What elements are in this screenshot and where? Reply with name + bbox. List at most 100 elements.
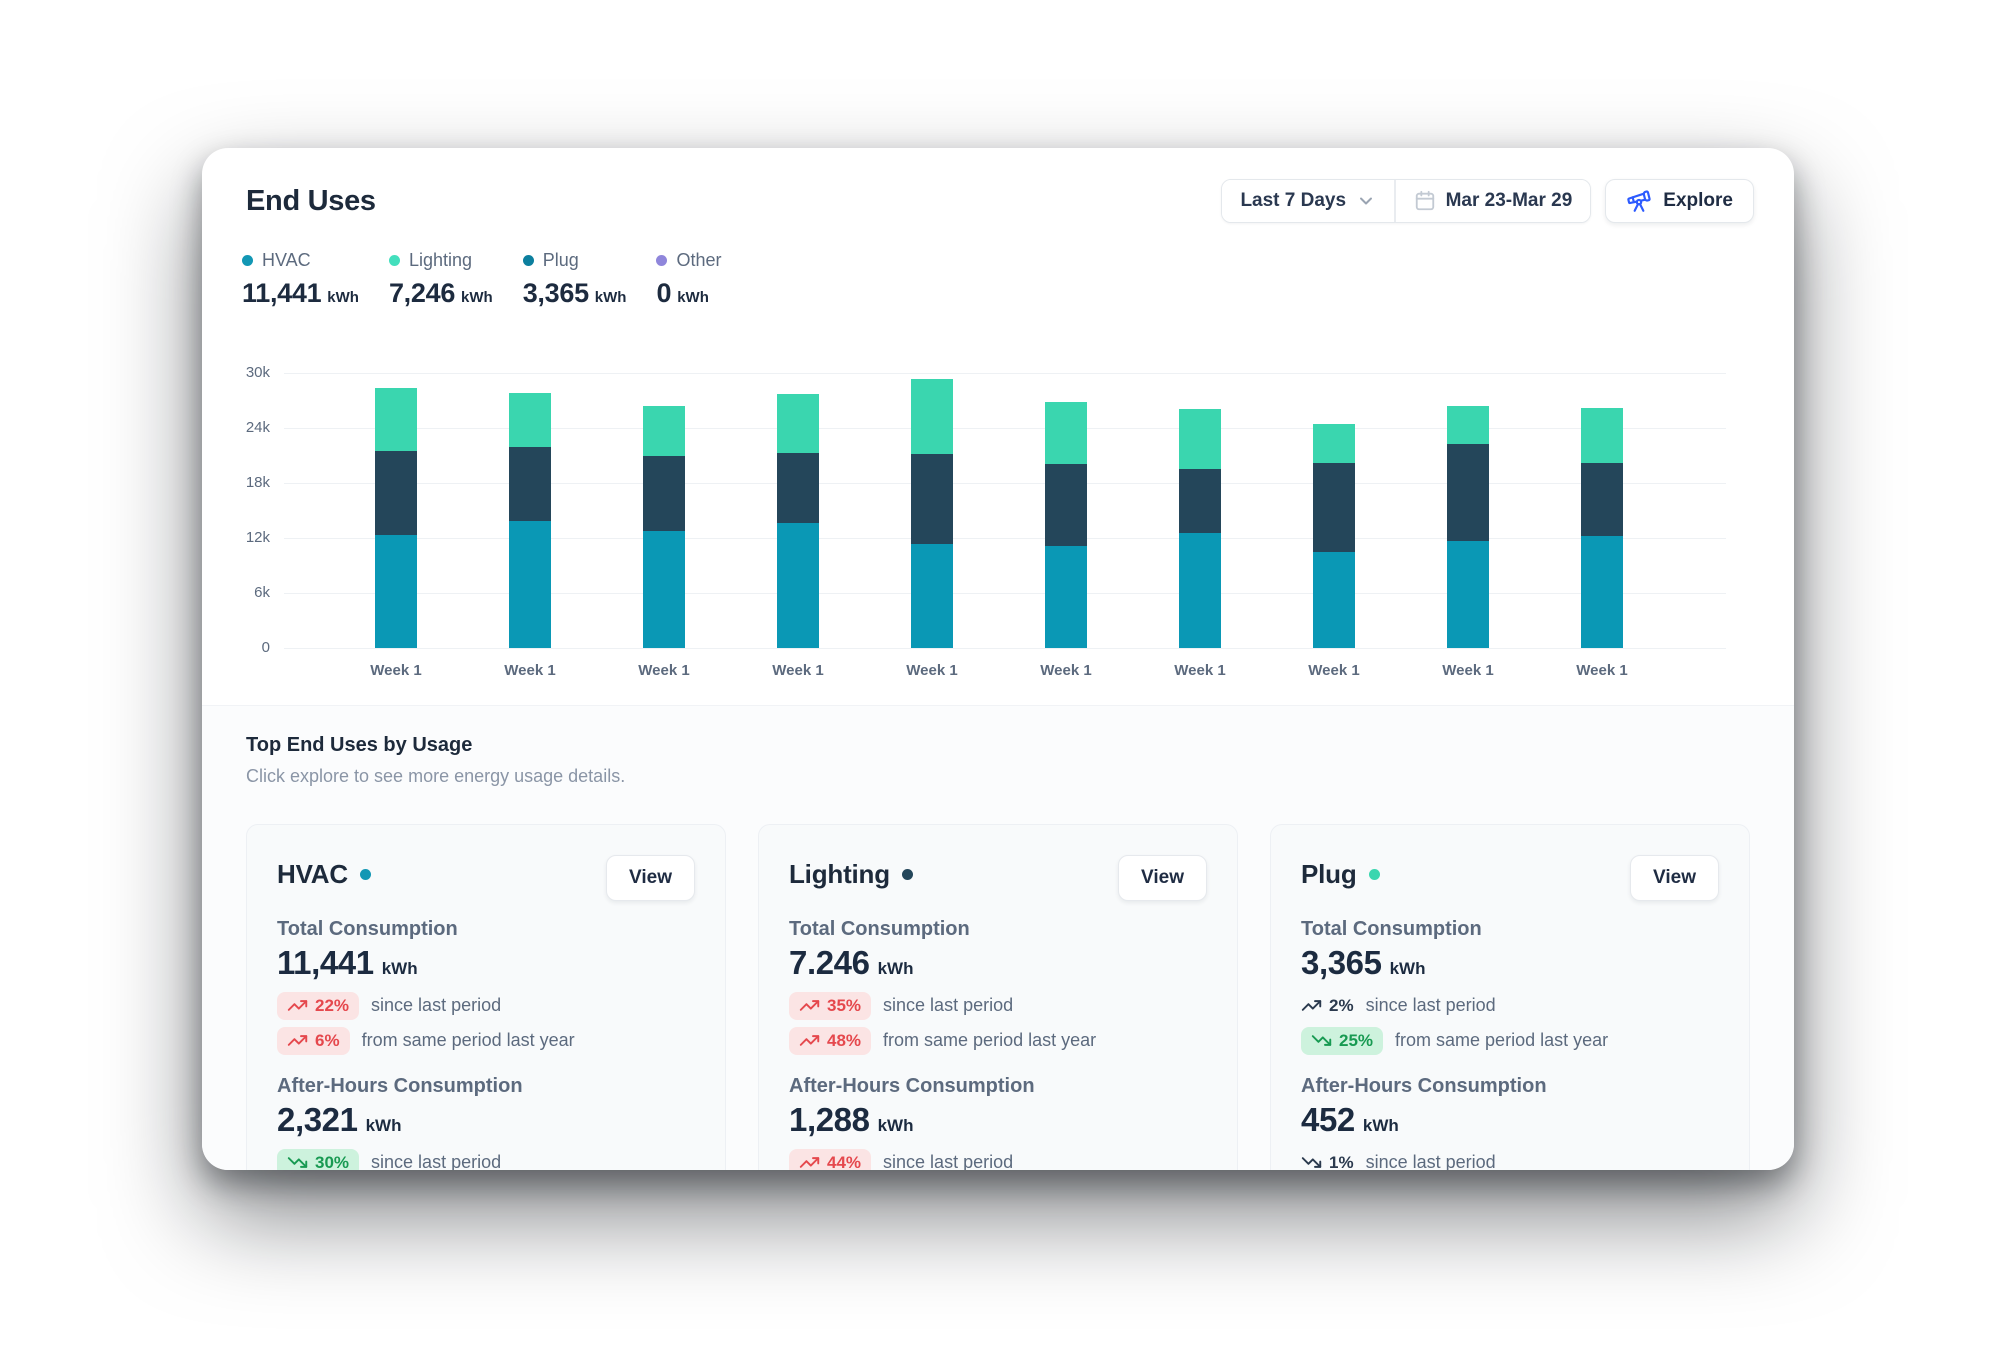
trend-row: 48% from same period last year xyxy=(789,1026,1207,1055)
page-title: End Uses xyxy=(246,184,376,217)
trend-badge: 44% xyxy=(789,1148,872,1170)
legend-item-hvac: HVAC 11,441 kWh xyxy=(242,250,359,309)
legend-item-plug: Plug 3,365 kWh xyxy=(522,250,627,309)
usage-card-hvac: HVAC View Total Consumption 11,441 kWh xyxy=(246,824,726,1170)
explore-button[interactable]: Explore xyxy=(1605,179,1754,223)
trend-icon xyxy=(287,1030,308,1051)
trend-text: since last period xyxy=(1365,1152,1496,1170)
trend-badge: 1% xyxy=(1301,1149,1354,1170)
view-button-plug[interactable]: View xyxy=(1630,855,1719,901)
unit-label: kWh xyxy=(365,1115,402,1135)
x-axis-tick-label: Week 1 xyxy=(906,662,958,679)
section-subtitle: Click explore to see more energy usage d… xyxy=(246,766,626,786)
trend-value: 2% xyxy=(1329,995,1354,1015)
bar-segment-hvac xyxy=(1581,536,1623,648)
bar-week-4 xyxy=(777,394,819,648)
view-button-hvac[interactable]: View xyxy=(606,855,695,901)
trend-value: 35% xyxy=(827,995,862,1015)
card-title: Plug xyxy=(1301,859,1357,889)
trend-text: since last period xyxy=(1365,995,1496,1016)
total-consumption-value: 11,441 xyxy=(277,944,374,981)
trend-badge: 48% xyxy=(789,1026,872,1055)
calendar-icon xyxy=(1415,190,1434,211)
header-controls: Last 7 Days Mar 23-Mar 29 xyxy=(1221,179,1754,223)
unit-label: kWh xyxy=(1389,959,1426,978)
legend-item-lighting: Lighting 7,246 kWh xyxy=(388,250,493,309)
bar-week-9 xyxy=(1447,405,1489,648)
legend-value: 0 xyxy=(656,278,672,308)
section-title: Top End Uses by Usage xyxy=(246,734,473,756)
telescope-icon xyxy=(1627,190,1651,212)
chart-legend: HVAC 11,441 kWh Lighting 7,246 kWh Plug 3,… xyxy=(242,250,744,309)
card-title: Lighting xyxy=(789,859,890,889)
total-consumption-label: Total Consumption xyxy=(277,918,458,940)
trend-icon xyxy=(799,995,820,1016)
gridline xyxy=(284,648,1726,649)
gridline xyxy=(284,538,1726,539)
gridline xyxy=(284,593,1726,594)
bar-segment-lighting xyxy=(643,456,685,531)
trend-icon xyxy=(1301,995,1322,1016)
x-axis-tick-label: Week 1 xyxy=(504,662,556,679)
bar-segment-plug xyxy=(1045,402,1087,464)
chevron-down-icon xyxy=(1360,197,1373,205)
bar-week-8 xyxy=(1313,424,1355,648)
trend-icon xyxy=(1301,1152,1322,1170)
legend-dot-plug xyxy=(522,255,534,266)
card-dot-hvac xyxy=(359,869,371,880)
bar-segment-hvac xyxy=(509,520,551,648)
trend-text: since last period xyxy=(883,995,1014,1016)
bar-segment-lighting xyxy=(1581,462,1623,537)
bar-segment-hvac xyxy=(1447,540,1489,648)
legend-unit: kWh xyxy=(461,289,493,306)
trend-text: since last period xyxy=(371,995,502,1016)
bar-segment-lighting xyxy=(1045,463,1087,547)
trend-row: 35% since last period xyxy=(789,991,1207,1020)
trend-value: 48% xyxy=(827,1030,862,1050)
legend-unit: kWh xyxy=(594,289,627,306)
x-axis-tick-label: Week 1 xyxy=(638,662,690,679)
y-axis-tick-label: 24k xyxy=(245,419,270,436)
trend-row: 30% since last period xyxy=(277,1148,695,1170)
usage-cards: HVAC View Total Consumption 11,441 kWh xyxy=(246,824,1750,1170)
bar-segment-lighting xyxy=(1179,469,1221,534)
legend-value: 3,365 xyxy=(522,278,589,308)
bar-segment-hvac xyxy=(1179,533,1221,648)
view-button-lighting[interactable]: View xyxy=(1118,855,1207,901)
bar-segment-plug xyxy=(1313,424,1355,463)
trend-value: 6% xyxy=(315,1030,340,1050)
trend-badge: 35% xyxy=(789,991,872,1020)
trend-icon xyxy=(287,1152,308,1170)
range-select[interactable]: Last 7 Days xyxy=(1222,180,1395,222)
total-consumption-value: 3,365 xyxy=(1301,944,1382,981)
trend-value: 44% xyxy=(827,1152,862,1170)
bar-week-1 xyxy=(375,387,417,648)
y-axis-tick-label: 6k xyxy=(254,584,270,601)
bar-segment-plug xyxy=(1179,408,1221,470)
bar-segment-plug xyxy=(777,394,819,453)
bar-segment-plug xyxy=(1581,407,1623,463)
legend-dot-lighting xyxy=(388,255,400,266)
date-range-button[interactable]: Mar 23-Mar 29 xyxy=(1395,180,1591,222)
card-dot-lighting xyxy=(901,869,913,880)
legend-dot-other xyxy=(656,255,668,266)
bar-week-3 xyxy=(643,406,685,648)
card-title: HVAC xyxy=(277,859,348,889)
legend-unit: kWh xyxy=(677,289,709,306)
date-controls-group: Last 7 Days Mar 23-Mar 29 xyxy=(1221,179,1592,223)
usage-card-plug: Plug View Total Consumption 3,365 kWh xyxy=(1270,824,1750,1170)
x-axis-tick-label: Week 1 xyxy=(772,662,824,679)
date-range-label: Mar 23-Mar 29 xyxy=(1445,190,1573,211)
trend-value: 1% xyxy=(1329,1152,1354,1170)
x-axis-tick-label: Week 1 xyxy=(1174,662,1226,679)
end-uses-panel: End Uses Last 7 Days Mar 23-Mar 29 xyxy=(202,148,1794,1170)
y-axis-tick-label: 30k xyxy=(245,364,270,381)
trend-text: since last period xyxy=(371,1152,502,1170)
trend-text: from same period last year xyxy=(361,1030,575,1051)
bar-segment-lighting xyxy=(375,450,417,536)
after-hours-value: 2,321 xyxy=(277,1100,358,1138)
after-hours-label: After-Hours Consumption xyxy=(1301,1074,1547,1097)
x-axis-tick-label: Week 1 xyxy=(1442,662,1494,679)
stacked-bar-chart: 0 6k 12k 18k 24k 30k Week 1 Week 1 Week 1 Week 1 W… xyxy=(246,364,1726,679)
